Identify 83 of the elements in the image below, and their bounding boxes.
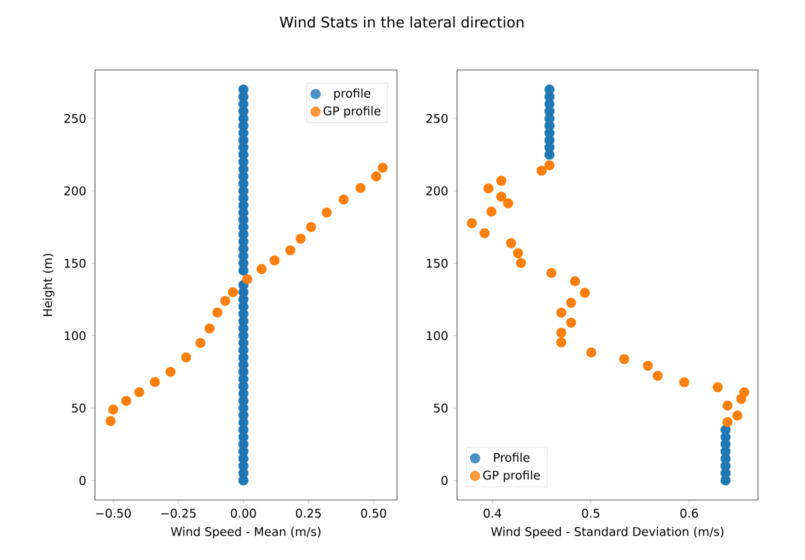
point [256, 264, 267, 274]
point [544, 160, 555, 170]
point [679, 377, 690, 388]
x-tick-label: −0.50 [96, 508, 131, 518]
point [204, 323, 215, 334]
point [483, 183, 494, 194]
point [228, 287, 238, 298]
point [652, 370, 663, 381]
y-axis-title: Height (m) [42, 254, 54, 316]
point [121, 396, 132, 406]
point [722, 400, 733, 411]
point [165, 366, 176, 377]
y-tick-label: 250 [426, 114, 448, 124]
point [322, 208, 332, 218]
point [566, 298, 576, 308]
point [181, 352, 192, 362]
point [306, 222, 316, 232]
point [580, 288, 590, 298]
point [570, 276, 580, 286]
y-tick-label: 200 [426, 186, 448, 196]
point [285, 245, 296, 256]
point [496, 192, 506, 202]
point [338, 194, 349, 205]
y-tick-label: 200 [64, 186, 86, 196]
point [586, 347, 596, 358]
point [108, 404, 118, 415]
x-tick-label: 0.25 [296, 508, 321, 518]
point [356, 182, 366, 194]
x-tick-label: 0.4 [484, 508, 502, 518]
legend-label: profile [334, 88, 370, 100]
point [512, 248, 524, 258]
y-tick-label: 150 [426, 258, 448, 268]
point [242, 274, 252, 284]
point [466, 218, 477, 228]
y-tick-label: 100 [64, 331, 86, 340]
point [134, 387, 144, 398]
legend-label: GP profile [324, 106, 380, 118]
point [480, 228, 490, 238]
y-tick-label: 50 [434, 404, 448, 413]
point [556, 328, 566, 338]
chart-title: Wind Stats in the lateral direction [280, 16, 524, 28]
point [556, 308, 566, 318]
x-tick-label: −0.25 [161, 508, 196, 518]
point [722, 417, 733, 428]
point [544, 84, 555, 95]
x-tick-label: 0.5 [582, 508, 600, 518]
point [195, 338, 206, 348]
point [220, 296, 230, 306]
point [150, 376, 160, 388]
y-tick-label: 150 [64, 258, 86, 268]
point [506, 238, 516, 248]
y-tick-label: 0 [80, 476, 86, 485]
legend-label: GP profile [483, 470, 540, 482]
point [556, 337, 566, 348]
point [732, 410, 742, 421]
point [371, 171, 382, 182]
point [270, 255, 280, 266]
point [238, 84, 248, 95]
point [106, 416, 116, 426]
point [642, 360, 653, 371]
point [546, 268, 556, 278]
point [536, 166, 547, 176]
x-tick-label: 0.50 [361, 508, 386, 518]
y-tick-label: 100 [426, 331, 448, 340]
y-tick-label: 50 [72, 404, 86, 413]
point [619, 354, 630, 364]
x-tick-label: 0.6 [680, 508, 698, 518]
point [486, 206, 496, 217]
point [378, 162, 388, 173]
legend-label: Profile [494, 452, 530, 462]
point [496, 176, 506, 186]
x-tick-label: 0.00 [230, 508, 256, 518]
y-tick-label: 0 [442, 476, 448, 485]
point [712, 382, 723, 392]
point [739, 387, 750, 398]
y-tick-label: 250 [64, 114, 86, 124]
point [296, 234, 306, 244]
point [516, 258, 526, 268]
point [503, 198, 514, 208]
point [566, 318, 576, 328]
x-axis-title: Wind Speed - Mean (m/s) [170, 526, 320, 538]
x-axis-title: Wind Speed - Standard Deviation (m/s) [491, 526, 724, 538]
point [212, 307, 222, 318]
